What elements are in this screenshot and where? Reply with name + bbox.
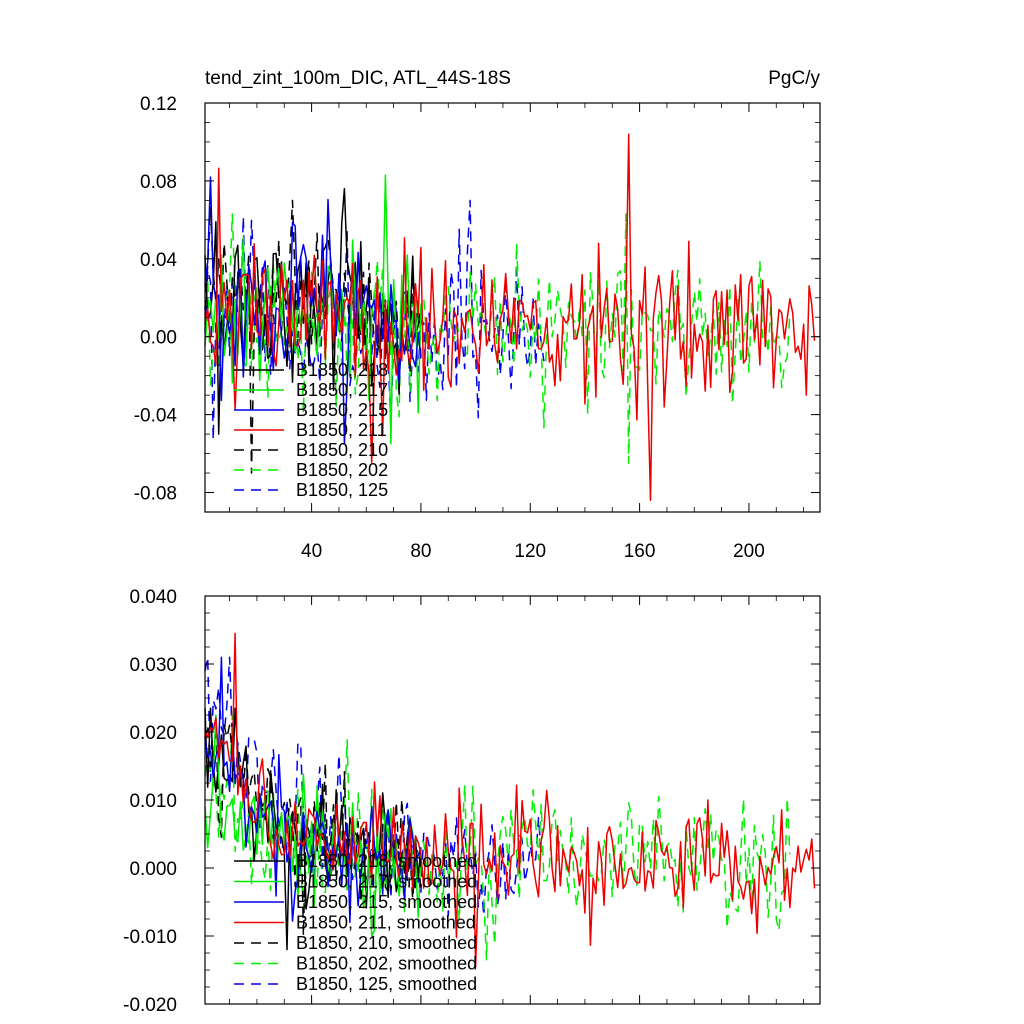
bottom-axes: 0.040 0.030 0.020 0.010 0.000 -0.010 -0.020: [123, 587, 821, 1016]
top-legend-label: B1850, 211: [296, 420, 387, 440]
bottom-legend-label: B1850, 215, smoothed: [296, 892, 477, 912]
top-panel: tend_zint_100m_DIC, ATL_44S-18S PgC/y 0.…: [134, 68, 821, 562]
bottom-legend-label: B1850, 125, smoothed: [296, 974, 477, 994]
top-plot-frame: [204, 102, 821, 513]
bottom-ytick-label: -0.010: [123, 927, 177, 948]
top-legend-label: B1850, 215: [296, 400, 388, 420]
top-xtick-label: 160: [624, 541, 656, 562]
bottom-legend-label: B1850, 211, smoothed: [296, 913, 476, 933]
bottom-ytick-label: -0.020: [123, 995, 177, 1016]
top-legend-label: B1850, 210: [296, 440, 388, 460]
top-legend-label: B1850, 202: [296, 460, 388, 480]
bottom-panel: 0.040 0.030 0.020 0.010 0.000 -0.010 -0.020 B1…: [123, 587, 821, 1016]
bottom-series-b1850-125-smoothed: [204, 656, 545, 917]
bottom-legend-label: B1850, 210, smoothed: [296, 933, 477, 953]
bottom-series-b1850-217-smoothed: [204, 714, 422, 937]
bottom-series-group: [204, 632, 816, 968]
bottom-ytick-label: 0.010: [129, 791, 177, 812]
top-title: tend_zint_100m_DIC, ATL_44S-18S: [205, 68, 511, 89]
top-units: PgC/y: [768, 68, 820, 89]
top-ytick-label: 0.08: [140, 172, 177, 193]
bottom-ytick-label: 0.040: [129, 587, 177, 608]
bottom-ytick-label: 0.000: [129, 859, 177, 880]
top-xtick-label: 80: [410, 541, 431, 562]
top-ytick-label: -0.04: [134, 406, 178, 427]
top-ytick-label: 0.12: [140, 94, 177, 115]
top-axes: 0.12 0.08 0.04 0.00 -0.04 -0.08 40 80 120 160 200: [134, 94, 821, 562]
top-ytick-label: 0.00: [140, 328, 177, 349]
top-xtick-label: 120: [514, 541, 546, 562]
top-legend-label: B1850, 125: [296, 480, 388, 500]
top-series-b1850-211: [204, 133, 816, 502]
top-ytick-label: -0.08: [134, 484, 177, 505]
bottom-legend-label: B1850, 202, smoothed: [296, 954, 477, 974]
top-series-b1850-202: [204, 213, 791, 465]
bottom-legend-label: B1850, 217, smoothed: [296, 872, 477, 892]
bottom-ytick-label: 0.030: [129, 655, 177, 676]
top-legend-label: B1850, 217: [296, 380, 388, 400]
top-ytick-label: 0.04: [140, 250, 177, 271]
bottom-series-b1850-202-smoothed: [204, 714, 791, 961]
bottom-series-b1850-211-smoothed: [204, 632, 816, 968]
top-xtick-label: 40: [301, 541, 322, 562]
top-xtick-label: 200: [733, 541, 765, 562]
bottom-legend-label: B1850, 218, smoothed: [296, 851, 477, 871]
bottom-ytick-label: 0.020: [129, 723, 177, 744]
top-series-group: [204, 133, 816, 502]
top-legend-label: B1850, 218: [296, 360, 388, 380]
